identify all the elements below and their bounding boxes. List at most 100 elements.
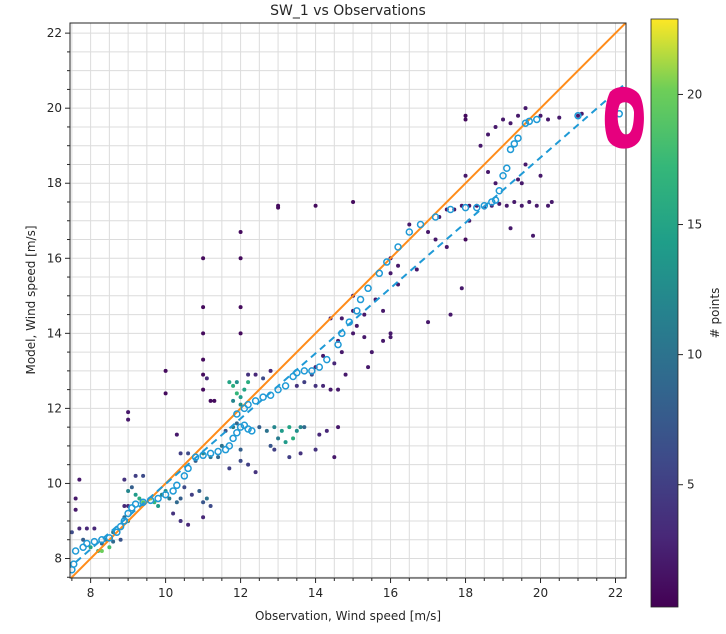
scatter-point — [174, 432, 179, 437]
quantile-marker — [180, 472, 189, 480]
scatter-point — [246, 372, 251, 377]
scatter-point — [257, 425, 262, 430]
quantile-marker — [308, 367, 316, 375]
scatter-point — [182, 485, 187, 490]
scatter-point — [433, 237, 438, 242]
scatter-point — [238, 305, 243, 310]
scatter-point — [234, 380, 239, 385]
y-tick-label: 16 — [47, 251, 62, 265]
quantile-marker — [236, 423, 245, 431]
scatter-point — [396, 263, 401, 268]
x-tick-label: 10 — [158, 586, 173, 600]
lines-layer — [70, 23, 626, 578]
scatter-point — [369, 350, 374, 355]
grid — [70, 23, 626, 578]
scatter-point — [516, 177, 521, 182]
scatter-point — [272, 425, 277, 430]
scatter-point — [538, 173, 543, 178]
scatter-point — [171, 511, 176, 516]
quantile-marker — [405, 228, 414, 236]
x-tick-label: 16 — [383, 586, 398, 600]
scatter-point — [234, 391, 239, 396]
y-tick-label: 8 — [54, 551, 62, 565]
quantile-marker — [225, 442, 234, 450]
y-tick-label: 10 — [47, 476, 62, 490]
quantile-marker — [214, 447, 222, 456]
scatter-point — [388, 331, 393, 336]
quantile-marker — [525, 117, 534, 126]
quantile-marker — [461, 203, 470, 212]
scatter-point — [126, 417, 131, 422]
quantile-marker — [495, 186, 504, 195]
scatter-point — [212, 398, 217, 403]
quantile-marker — [120, 517, 129, 525]
scatter-point — [519, 203, 524, 208]
scatter-point — [238, 395, 243, 400]
quantile-marker — [503, 164, 511, 172]
quantile-marker — [79, 543, 87, 551]
quantile-marker — [499, 171, 507, 180]
quantile-marker — [128, 504, 136, 512]
quantile-marker — [446, 205, 455, 214]
scatter-point — [463, 113, 468, 118]
scatter-point — [381, 338, 386, 343]
scatter-point — [313, 447, 318, 452]
scatter-point — [201, 387, 206, 392]
quantile-marker — [71, 547, 80, 555]
scatter-point — [261, 376, 266, 381]
scatter-point — [111, 539, 116, 544]
x-tick-label: 18 — [458, 586, 473, 600]
one-to-one-line — [70, 23, 626, 578]
scatter-point — [407, 222, 412, 227]
quantile-marker — [244, 425, 252, 433]
scatter-point — [163, 391, 168, 396]
y-tick-label: 12 — [47, 401, 62, 415]
scatter-point — [81, 537, 86, 542]
scatter-point — [332, 455, 337, 460]
quantile-marker — [131, 500, 140, 508]
scatter-point — [317, 432, 322, 437]
quantile-marker — [259, 393, 267, 401]
scatter-point — [546, 203, 551, 208]
scatter-point — [459, 286, 464, 291]
scatter-point — [107, 545, 112, 550]
scatter-point — [534, 203, 539, 208]
scatter-point — [99, 548, 104, 553]
quantile-marker — [221, 445, 230, 454]
quantile-marker — [161, 490, 170, 499]
scatter-point — [538, 113, 543, 118]
scatter-point — [546, 117, 551, 122]
scatter-point — [137, 496, 142, 501]
scatter-point — [332, 361, 337, 366]
y-tick-label: 20 — [47, 101, 62, 115]
scatter-point — [508, 121, 513, 126]
scatter-point — [463, 117, 468, 122]
colorbar-tick-label: 15 — [687, 218, 702, 232]
x-axis: 8 10 12 14 16 18 20 22 — [71, 578, 623, 600]
scatter-point — [242, 387, 247, 392]
scatter-point — [512, 199, 517, 204]
quantile-marker — [506, 145, 515, 154]
scatter-point — [493, 124, 498, 129]
scatter-point — [343, 372, 348, 377]
quantile-marker — [281, 382, 290, 390]
scatter-point — [238, 447, 243, 452]
scatter-point — [201, 515, 206, 520]
scatter-point — [201, 305, 206, 310]
scatter-point — [366, 365, 371, 370]
highlight-annotation — [604, 86, 644, 149]
scatter-point — [178, 518, 183, 523]
scatter-point — [504, 203, 509, 208]
quantile-marker — [240, 404, 249, 413]
quantile-marker — [83, 539, 91, 548]
x-tick-label: 20 — [533, 586, 548, 600]
quantile-marker — [266, 391, 275, 400]
quantile-marker — [248, 427, 256, 435]
scatter-point — [156, 503, 161, 508]
quantile-marker — [473, 203, 481, 212]
quantile-marker — [169, 487, 177, 495]
scatter-point — [122, 477, 127, 482]
quantile-marker — [574, 111, 582, 120]
scatter-point — [351, 331, 356, 336]
